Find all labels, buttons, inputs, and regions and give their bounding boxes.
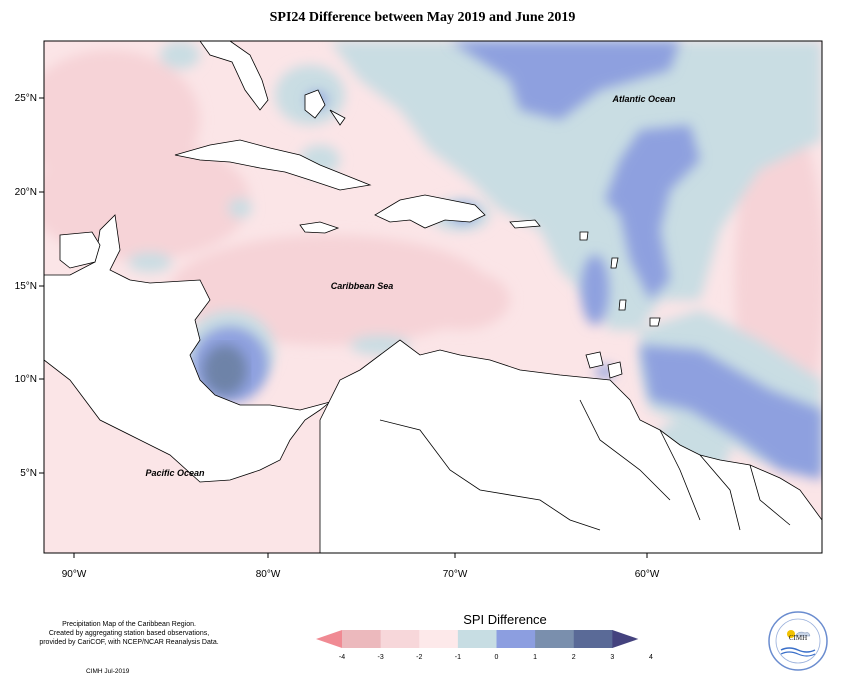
legend-swatch [573, 630, 613, 648]
legend-tick-label: -1 [455, 654, 461, 661]
footer-line-1: Precipitation Map of the Caribbean Regio… [62, 621, 196, 628]
footer-credit: CIMH Jul-2019 [86, 668, 130, 675]
legend-swatch [419, 630, 459, 648]
legend-swatch [496, 630, 536, 648]
lon-tick-80: 80°W [256, 569, 281, 580]
caribbean-sea-label: Caribbean Sea [331, 281, 394, 291]
map-frame [43, 40, 823, 554]
legend-title: SPI Difference [463, 612, 547, 627]
legend-tick-label: -3 [378, 654, 384, 661]
jamaica [299, 221, 340, 234]
lat-tick-5: 5°N [20, 468, 37, 479]
logo-text: CIMH [788, 634, 808, 642]
legend-swatch [457, 630, 497, 648]
legend-tick-label: 3 [610, 654, 614, 661]
lat-tick-25: 25°N [15, 93, 37, 104]
lon-tick-90: 90°W [62, 569, 87, 580]
florida [199, 41, 269, 111]
footer-description: Precipitation Map of the Caribbean Regio… [14, 620, 244, 647]
cimh-logo [768, 611, 828, 671]
puerto-rico [509, 219, 541, 229]
cloud-icon [794, 631, 811, 637]
legend-tick-label: -4 [339, 654, 345, 661]
lon-tick-60: 60°W [635, 569, 660, 580]
legend-tick-label: 1 [533, 654, 537, 661]
map-title: SPI24 Difference between May 2019 and Ju… [269, 10, 576, 25]
legend-tick-label: -2 [416, 654, 422, 661]
legend-swatch [380, 630, 420, 648]
legend-arrow-right [612, 630, 639, 648]
sun-icon [787, 630, 795, 638]
hispaniola [374, 194, 486, 229]
legend-colorbar [316, 630, 639, 648]
south-america [319, 339, 822, 553]
legend-tick-labels: -4 -3 -2 -1 0 1 2 3 4 [339, 654, 653, 661]
footer-line-2: Created by aggregating station based obs… [48, 630, 210, 637]
pacific-ocean-label: Pacific Ocean [145, 468, 205, 478]
lon-tick-70: 70°W [443, 569, 468, 580]
wave-icon [780, 647, 816, 653]
lat-tick-15: 15°N [15, 281, 37, 292]
lat-tick-20: 20°N [15, 187, 37, 198]
cuba [174, 139, 372, 191]
legend-tick-label: 4 [649, 654, 653, 661]
land-masses [44, 41, 822, 553]
axis-ticks [39, 97, 648, 558]
atlantic-ocean-label: Atlantic Ocean [611, 94, 676, 104]
legend-swatch [342, 630, 382, 648]
lat-tick-10: 10°N [15, 374, 37, 385]
legend-arrow-left [316, 630, 342, 648]
central-america [44, 214, 331, 483]
legend-swatch [535, 630, 575, 648]
legend-tick-label: 0 [495, 654, 499, 661]
footer-line-3: provided by CariCOF, with NCEP/NCAR Rean… [39, 639, 219, 646]
legend-tick-label: 2 [572, 654, 576, 661]
